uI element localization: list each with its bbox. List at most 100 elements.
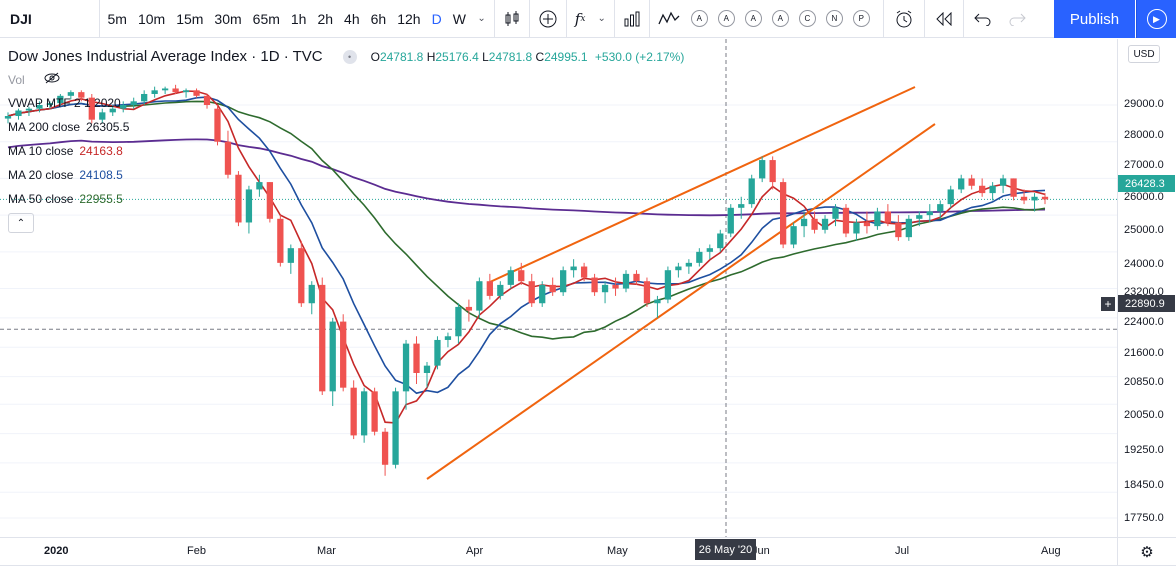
undo-icon[interactable] [966, 0, 1000, 38]
price-tick: 18450.0 [1124, 479, 1164, 491]
candle-body [759, 160, 766, 179]
chart-settings-button[interactable]: ⚙ [1117, 537, 1176, 565]
legend-vol-row[interactable]: Vol [8, 72, 60, 87]
time-tick: May [607, 545, 628, 557]
circle-button-a1[interactable]: A [690, 10, 708, 27]
play-button[interactable]: ▶ [1136, 0, 1176, 38]
candle-body [570, 266, 577, 271]
candle-body [507, 270, 514, 285]
candle-body [968, 178, 975, 186]
legend-vwap-row[interactable]: VWAP MTF 2 1 2020 [8, 96, 121, 110]
candle-style-icon[interactable] [497, 0, 527, 38]
candle-body [25, 108, 33, 111]
circle-button-a3[interactable]: A [744, 10, 762, 27]
tf-1h[interactable]: 1h [290, 10, 307, 27]
alert-wave-icon[interactable] [652, 0, 686, 38]
timeframe-dropdown-icon[interactable]: ⌄ [477, 13, 486, 24]
price-tick: 25000.0 [1124, 224, 1164, 236]
candle-body [811, 218, 818, 230]
chart-pane[interactable] [0, 39, 1117, 537]
circle-button-a4[interactable]: A [771, 10, 789, 27]
candle-body [277, 218, 284, 263]
ohlc-change: +530.0 (+2.17%) [594, 49, 685, 64]
candle-body [633, 273, 640, 282]
price-tick: 26000.0 [1124, 191, 1164, 203]
redo-icon[interactable] [1000, 0, 1034, 38]
legend-ma50-row[interactable]: MA 50 close 22955.5 [8, 192, 123, 206]
legend-ma200-row[interactable]: MA 200 close 26305.5 [8, 120, 129, 134]
candle-body [476, 281, 483, 311]
tf-15m[interactable]: 15m [176, 10, 204, 27]
ohlc-close: 24995.1 [544, 49, 588, 64]
candle-body [979, 185, 986, 194]
tf-d[interactable]: D [431, 10, 442, 27]
ma10-value: 24163.8 [79, 144, 123, 158]
crosshair-plus-icon[interactable]: + [1101, 297, 1115, 311]
tf-w[interactable]: W [452, 10, 466, 27]
ma20-value: 24108.5 [79, 168, 123, 182]
candle-body [654, 299, 661, 304]
alarm-clock-icon[interactable] [886, 0, 922, 38]
price-axis[interactable] [1117, 39, 1176, 537]
tf-6h[interactable]: 6h [370, 10, 387, 27]
candle-body [748, 178, 755, 205]
symbol-search-button[interactable]: DJI [0, 0, 100, 38]
ohlc-high: 25176.4 [435, 49, 479, 64]
legend-ohlc: O24781.8 H25176.4 L24781.8 C24995.1 +530… [371, 50, 685, 64]
circle-buttons-group: A A A A C N P [686, 10, 875, 27]
legend-title-row: Dow Jones Industrial Average Index · 1D … [8, 48, 684, 65]
legend-collapse-button[interactable]: ⌃ [8, 213, 34, 233]
candle-body [580, 266, 588, 278]
ma10-label: MA 10 close [8, 144, 74, 158]
time-axis[interactable] [0, 537, 1117, 565]
tf-10m[interactable]: 10m [137, 10, 166, 27]
candle-body [141, 93, 148, 102]
candle-body [863, 222, 871, 227]
candle-body [329, 321, 336, 392]
legend-ma20-row[interactable]: MA 20 close 24108.5 [8, 168, 123, 182]
price-tick: 19250.0 [1124, 444, 1164, 456]
tf-30m[interactable]: 30m [214, 10, 242, 27]
legend-dot-icon[interactable]: • [342, 49, 357, 64]
tf-4h[interactable]: 4h [344, 10, 360, 27]
crosshair-date-label: 26 May '20 [695, 539, 756, 560]
tf-5m[interactable]: 5m [107, 10, 127, 27]
candle-body [172, 88, 179, 93]
tf-12h[interactable]: 12h [397, 10, 421, 27]
ohlc-h-key: H [426, 49, 436, 64]
replay-rewind-icon[interactable] [927, 0, 961, 38]
candle-body [1020, 196, 1028, 201]
candle-body [444, 336, 452, 340]
candle-body [67, 92, 74, 96]
candle-body [46, 103, 54, 105]
candle-body [685, 262, 693, 267]
time-tick: Feb [187, 545, 206, 557]
candle-body [832, 207, 839, 219]
circle-button-n[interactable]: N [825, 10, 843, 27]
tf-65m[interactable]: 65m [252, 10, 280, 27]
compare-add-icon[interactable] [532, 0, 564, 38]
indicators-dropdown-icon[interactable]: ⌄ [597, 13, 606, 24]
candle-body [675, 266, 682, 271]
play-icon: ▶ [1146, 9, 1167, 29]
circle-button-p[interactable]: P [852, 10, 870, 27]
candle-body [266, 182, 274, 219]
tf-2h[interactable]: 2h [317, 10, 334, 27]
eye-hidden-icon[interactable] [44, 72, 60, 87]
circle-button-a2[interactable]: A [717, 10, 735, 27]
ma50-value: 22955.5 [79, 192, 123, 206]
candle-body [895, 222, 902, 238]
candle-body [235, 174, 242, 223]
publish-button[interactable]: Publish [1054, 0, 1135, 38]
templates-bar-icon[interactable] [617, 0, 647, 38]
symbol-label: DJI [10, 10, 32, 27]
top-toolbar: DJI 5m 10m 15m 30m 65m 1h 2h 4h 6h 12h D… [0, 0, 1176, 38]
legend-title[interactable]: Dow Jones Industrial Average Index · 1D … [8, 48, 323, 65]
circle-button-c[interactable]: C [798, 10, 816, 27]
legend-ma10-row[interactable]: MA 10 close 24163.8 [8, 144, 123, 158]
candle-body [1031, 196, 1038, 201]
ohlc-low: 24781.8 [488, 49, 533, 64]
chart-canvas[interactable] [0, 39, 1117, 537]
currency-button[interactable]: USD [1128, 45, 1160, 63]
